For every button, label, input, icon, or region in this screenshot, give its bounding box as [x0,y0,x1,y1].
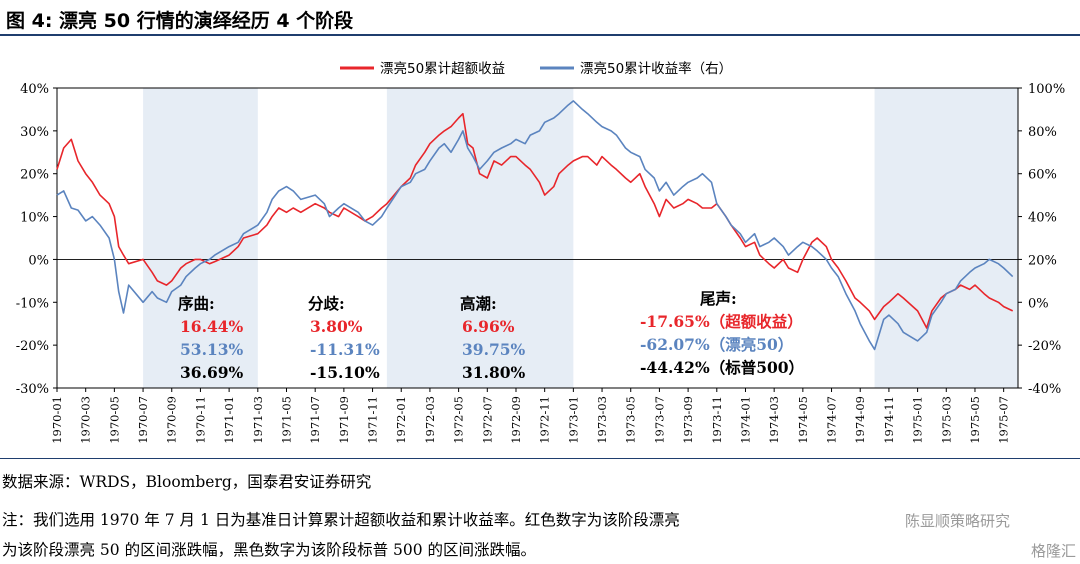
x-tick-label: 1970-01 [50,396,64,444]
y-right-tick-label: 60% [1028,168,1057,183]
legend-label: 漂亮50累计收益率（右） [580,60,732,77]
legend-label: 漂亮50累计超额收益 [380,60,505,77]
x-tick-label: 1971-07 [308,396,322,444]
footer-divider [0,458,1080,459]
x-tick-label: 1975-01 [911,396,925,444]
shaded-period [386,88,574,388]
data-source: 数据来源：WRDS，Bloomberg，国泰君安证券研究 [2,473,372,491]
x-tick-label: 1970-07 [136,396,150,444]
x-tick-label: 1972-03 [423,396,437,444]
x-tick-label: 1973-07 [652,396,666,444]
shaded-period [143,88,258,388]
y-left-tick-label: 30% [20,125,49,140]
stage-value-red: 16.44% [180,317,244,336]
plot-frame [56,87,1019,389]
x-tick-label: 1974-11 [882,396,896,444]
series-line-excess-return [56,112,1014,329]
y-left-tick-label: 20% [20,168,49,183]
x-tick-label: 1975-03 [939,396,953,444]
shaded-period [874,88,1018,388]
x-tick-label: 1973-11 [710,396,724,444]
x-tick-label: 1973-05 [624,396,638,444]
x-tick-label: 1972-11 [538,396,552,444]
y-right-tick-label: 80% [1028,125,1057,140]
x-tick-label: 1974-03 [767,396,781,444]
y-left-tick-label: -10% [16,296,49,311]
x-tick-label: 1974-07 [825,396,839,444]
note-line-1: 注：我们选用 1970 年 7 月 1 日为基准日计算累计超额收益和累计收益率。… [2,511,680,529]
x-tick-label: 1971-05 [279,396,293,444]
stage-value-red: 3.80% [310,317,363,336]
x-tick-label: 1972-05 [452,396,466,444]
stage-value-blue: -62.07%（漂亮50） [640,335,793,354]
stage-value-red: -17.65%（超额收益） [640,312,803,331]
y-right-tick-label: 40% [1028,211,1057,226]
x-tick-label: 1973-03 [595,396,609,444]
stage-value-blue: 39.75% [462,340,526,359]
x-tick-label: 1974-01 [738,396,752,444]
stage-value-black: -15.10% [310,363,380,382]
line-chart: 40% 30% 20% 10% 0% -10% -20% -30% 100% 80% 60% 40% 2… [16,60,1065,444]
x-tick-label: 1973-09 [681,396,695,444]
y-left-tick-label: 0% [28,253,49,268]
x-tick-label: 1975-07 [997,396,1011,444]
x-tick-label: 1974-05 [796,396,810,444]
y-left-tick-label: -20% [16,339,49,354]
x-tick-label: 1970-03 [79,396,93,444]
y-right-tick-label: 20% [1028,253,1057,268]
watermark-logo-text: 格隆汇 [1030,542,1076,560]
watermark-text: 陈显顺策略研究 [904,512,1010,530]
y-right-tick-label: 0% [1028,296,1049,311]
y-left-tick-label: 10% [20,211,49,226]
x-tick-label: 1975-05 [968,396,982,444]
stage-value-black: 31.80% [462,363,526,382]
stage-label: 序曲: [178,294,215,313]
x-tick-label: 1972-09 [509,396,523,444]
x-tick-label: 1973-01 [566,396,580,444]
x-tick-label: 1972-01 [394,396,408,444]
y-left-tick-label: -30% [16,382,49,397]
stage-value-blue: 53.13% [180,340,244,359]
x-tick-label: 1971-01 [222,396,236,444]
stage-value-blue: -11.31% [310,340,380,359]
y-right-tick-label: 100% [1028,82,1065,97]
y-right-tick-label: -40% [1028,382,1061,397]
x-tick-label: 1972-07 [480,396,494,444]
stage-value-black: -44.42%（标普500） [640,358,804,377]
stage-value-black: 36.69% [180,363,244,382]
stage-label: 高潮: [460,294,497,313]
stage-label: 分歧: [308,294,345,313]
x-tick-label: 1971-09 [337,396,351,444]
stage-value-red: 6.96% [462,317,515,336]
x-tick-label: 1970-11 [193,396,207,444]
x-tick-label: 1970-09 [165,396,179,444]
y-left-tick-label: 40% [20,82,49,97]
series-line-cumulative-return [56,100,1014,351]
y-right-tick-label: -20% [1028,339,1061,354]
page-title: 图 4: 漂亮 50 行情的演绎经历 4 个阶段 [6,10,354,32]
title-divider [0,34,1080,36]
x-tick-label: 1971-03 [251,396,265,444]
note-line-2: 为该阶段漂亮 50 的区间涨跌幅，黑色数字为该阶段标普 500 的区间涨跌幅。 [2,541,537,559]
x-tick-label: 1974-09 [853,396,867,444]
x-tick-label: 1971-11 [366,396,380,444]
stage-label: 尾声: [700,289,737,308]
x-tick-label: 1970-05 [107,396,121,444]
